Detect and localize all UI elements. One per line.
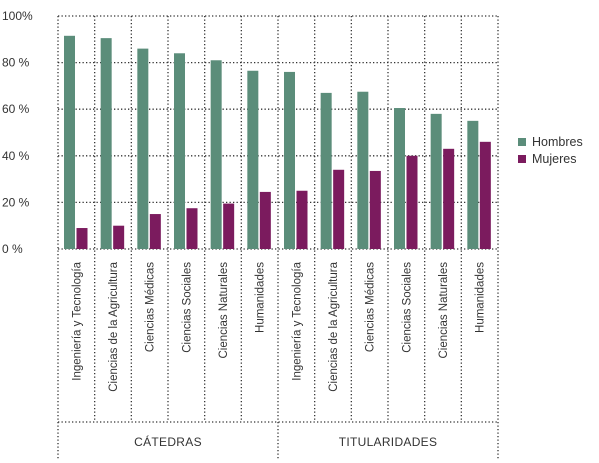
bar-hombres [137, 48, 149, 250]
bar-mujeres [259, 191, 271, 249]
category-label: Ciencias de la Agricultura [108, 261, 120, 391]
bar-mujeres [149, 214, 161, 249]
x-axis-labels: Ingeniería y Tecnología Ciencias de la Ag… [71, 261, 486, 391]
bar-mujeres [369, 170, 381, 249]
bar-hombres [247, 70, 259, 249]
bar-hombres [357, 91, 369, 249]
category-label: Ciencias Médicas [145, 262, 157, 352]
category-label: Ciencias de la Agricultura [328, 261, 340, 391]
category-label: Ciencias Sociales [181, 262, 193, 353]
y-axis: 0 % 20 % 40 % 60 % 80 % 100% [2, 9, 33, 256]
y-tick-label: 0 % [2, 242, 23, 256]
bar-hombres [284, 71, 295, 249]
gridlines [57, 15, 499, 460]
y-tick-label: 80 % [2, 56, 30, 70]
bar-mujeres [333, 169, 345, 249]
bar-hombres [394, 108, 405, 249]
bar-hombres [100, 38, 112, 250]
category-label: Ingeniería y Tecnología [291, 261, 303, 380]
y-tick-label: 100% [2, 9, 33, 23]
bar-hombres [320, 92, 332, 249]
group-labels: CÁTEDRAS TITULARIDADES [134, 434, 437, 449]
legend-swatch [518, 138, 526, 146]
group-label: TITULARIDADES [339, 435, 438, 449]
group-label: CÁTEDRAS [134, 434, 202, 449]
legend-swatch [518, 155, 526, 163]
bar-mujeres [186, 208, 198, 249]
bar-hombres [430, 113, 442, 249]
bar-hombres [467, 120, 479, 249]
category-label: Ciencias Médicas [365, 262, 377, 352]
y-tick-label: 60 % [2, 102, 30, 116]
category-label: Humanidades [255, 262, 267, 333]
y-tick-label: 40 % [2, 149, 30, 163]
bar-mujeres [479, 141, 491, 249]
bar-hombres [64, 35, 75, 250]
category-label: Ciencias Naturales [218, 262, 230, 359]
bar-hombres [210, 60, 222, 249]
legend-label: Hombres [532, 135, 583, 149]
bar-mujeres [406, 155, 418, 249]
bar-mujeres [296, 190, 308, 249]
category-label: Ciencias Sociales [401, 262, 413, 353]
bar-mujeres [76, 228, 88, 249]
category-label: Ingeniería y Tecnología [71, 261, 83, 380]
y-tick-label: 20 % [2, 195, 30, 209]
category-label: Humanidades [475, 262, 487, 333]
bars [64, 35, 491, 250]
bar-mujeres [113, 225, 125, 249]
legend: Hombres Mujeres [518, 135, 583, 166]
legend-label: Mujeres [532, 152, 576, 166]
bar-mujeres [223, 203, 235, 249]
bar-hombres [174, 53, 185, 249]
category-label: Ciencias Naturales [438, 262, 450, 359]
bar-mujeres [443, 148, 455, 249]
